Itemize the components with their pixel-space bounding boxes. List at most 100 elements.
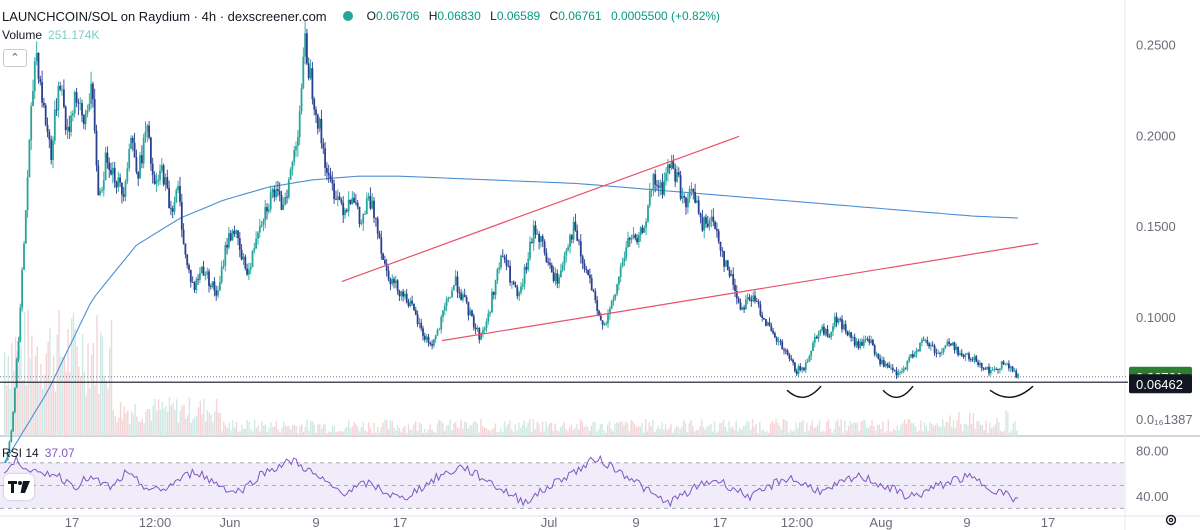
candle-body bbox=[895, 370, 898, 376]
rsi-label[interactable]: RSI 14 bbox=[2, 446, 39, 460]
settings-gear-icon[interactable] bbox=[1164, 513, 1178, 527]
rsi-legend: RSI 14 37.07 bbox=[2, 446, 75, 460]
volume-bar bbox=[56, 334, 58, 436]
candle-body bbox=[598, 311, 600, 316]
volume-bar bbox=[739, 428, 741, 436]
candle-body bbox=[416, 314, 419, 324]
volume-bar bbox=[840, 419, 842, 436]
volume-bar bbox=[436, 423, 439, 436]
volume-bar bbox=[224, 425, 227, 436]
candle-body bbox=[355, 202, 357, 204]
candle-body bbox=[188, 265, 190, 271]
candle-body bbox=[531, 241, 533, 244]
volume-bar bbox=[402, 427, 404, 436]
volume-bar bbox=[136, 416, 138, 436]
candle-body bbox=[382, 253, 384, 260]
volume-bar bbox=[684, 423, 687, 436]
candle-body bbox=[995, 368, 998, 370]
volume-bar bbox=[165, 406, 167, 436]
candle-body bbox=[23, 243, 25, 270]
candle-body bbox=[189, 270, 192, 283]
price-tick-label: 0.2500 bbox=[1136, 37, 1176, 52]
candle-body bbox=[926, 340, 929, 344]
volume-bar bbox=[465, 422, 468, 436]
candle-body bbox=[449, 297, 452, 298]
volume-bar bbox=[176, 399, 178, 436]
candle-body bbox=[977, 362, 979, 366]
price-axis[interactable]: 0.25000.20000.15000.10000.0₁₆13870.06761… bbox=[1129, 37, 1193, 427]
candle-body bbox=[21, 269, 23, 308]
volume-bar bbox=[625, 421, 627, 436]
volume-bar bbox=[369, 427, 372, 436]
candle-body bbox=[64, 106, 67, 131]
volume-bar bbox=[994, 424, 996, 436]
candle-body bbox=[699, 213, 702, 218]
candle-body bbox=[30, 106, 33, 140]
volume-bar bbox=[851, 424, 853, 436]
candle-body bbox=[746, 297, 749, 300]
candle-body bbox=[440, 317, 443, 330]
volume-bar bbox=[842, 432, 844, 436]
volume-bar bbox=[563, 422, 565, 436]
candle-body bbox=[322, 143, 325, 149]
candle-body bbox=[908, 357, 911, 361]
volume-bar bbox=[491, 429, 493, 436]
candle-body bbox=[315, 109, 317, 115]
volume-bar bbox=[701, 419, 703, 436]
volume-bar bbox=[1016, 430, 1018, 436]
volume-bar bbox=[666, 429, 669, 436]
volume-label[interactable]: Volume bbox=[2, 28, 43, 42]
volume-bar bbox=[923, 422, 926, 436]
volume-bar bbox=[779, 425, 781, 436]
volume-bar bbox=[641, 422, 643, 436]
candle-body bbox=[639, 227, 642, 235]
volume-bar bbox=[118, 417, 120, 436]
candle-body bbox=[692, 189, 695, 192]
volume-bar bbox=[712, 431, 714, 436]
candle-body bbox=[951, 342, 954, 346]
volume-bar bbox=[610, 428, 612, 436]
volume-bar bbox=[404, 425, 406, 436]
volume-bar bbox=[507, 424, 509, 436]
volume-bar bbox=[1014, 421, 1016, 436]
volume-bar bbox=[601, 423, 603, 436]
volume-value: 251.174K bbox=[48, 28, 100, 42]
candle-body bbox=[316, 114, 319, 129]
candle-body bbox=[999, 368, 1001, 370]
volume-bar bbox=[31, 335, 33, 436]
volume-bar bbox=[654, 431, 656, 436]
volume-bar bbox=[938, 426, 940, 436]
volume-bar bbox=[873, 426, 875, 436]
collapse-legend-button[interactable]: ⌃ bbox=[3, 49, 27, 67]
volume-bar bbox=[25, 385, 28, 436]
symbol-title[interactable]: LAUNCHCOIN/SOL on Raydium · 4h · dexscre… bbox=[2, 8, 327, 24]
candle-body bbox=[534, 225, 537, 235]
tradingview-logo[interactable] bbox=[4, 474, 34, 500]
volume-bar bbox=[501, 431, 504, 436]
volume-bar bbox=[909, 419, 911, 436]
volume-bar bbox=[154, 398, 156, 436]
candle-body bbox=[10, 430, 13, 442]
volume-bar bbox=[511, 429, 513, 436]
candle-body bbox=[677, 172, 680, 176]
candle-body bbox=[688, 189, 691, 199]
candle-body bbox=[545, 252, 548, 262]
volume-bar bbox=[668, 427, 670, 436]
volume-bar bbox=[434, 432, 437, 436]
volume-bar bbox=[348, 420, 350, 436]
volume-bar bbox=[976, 420, 978, 436]
candle-body bbox=[665, 173, 667, 181]
candle-body bbox=[53, 109, 56, 141]
open-value: 0.06706 bbox=[375, 9, 420, 23]
candle-body bbox=[402, 291, 404, 297]
volume-bar bbox=[34, 355, 37, 436]
volume-bar bbox=[862, 420, 864, 436]
candle-body bbox=[191, 282, 194, 283]
volume-bar bbox=[679, 429, 681, 436]
volume-bar bbox=[549, 423, 551, 436]
volume-bar bbox=[635, 426, 638, 436]
time-axis[interactable]: 17 12:00 Jun 9 17 Jul 9 17 12:00 Aug 9 17 bbox=[65, 515, 1055, 530]
volume-bar bbox=[735, 420, 737, 436]
volume-bar bbox=[425, 432, 428, 436]
